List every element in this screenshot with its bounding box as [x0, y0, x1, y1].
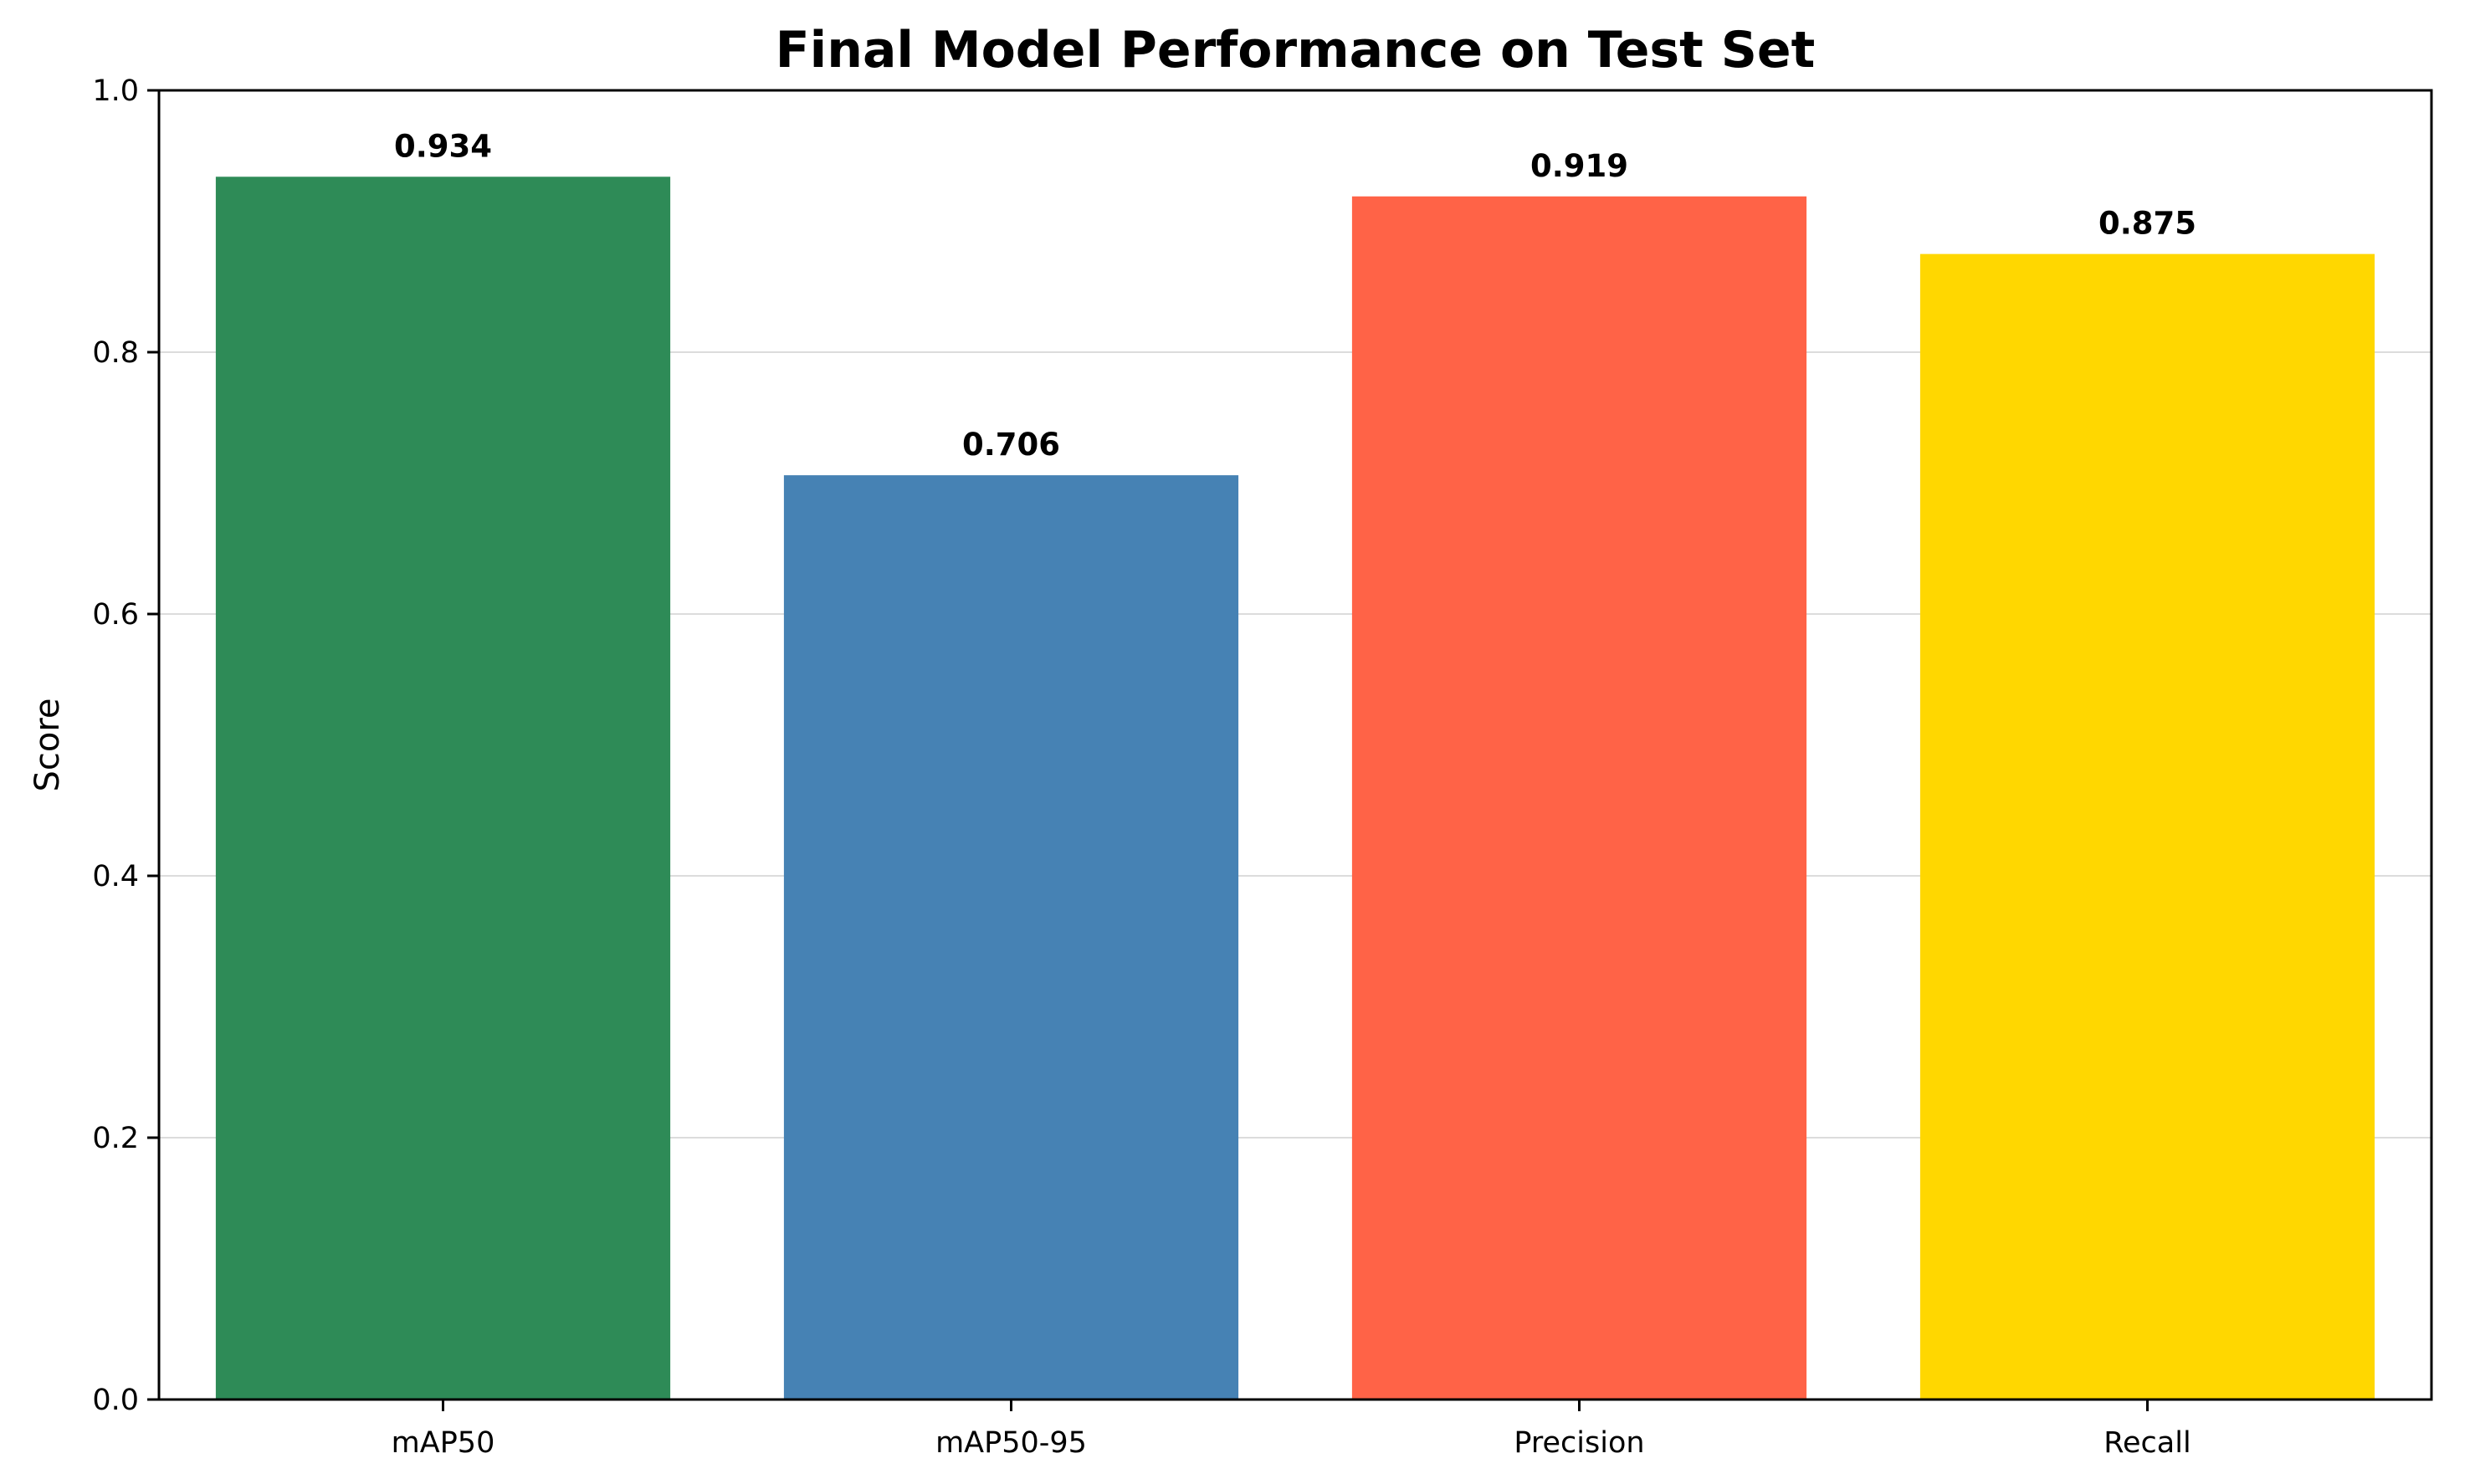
- value-labels: 0.934 0.706 0.919 0.875: [394, 128, 2196, 463]
- x-tick-label: Precision: [1514, 1426, 1644, 1460]
- bar-map50: [215, 177, 671, 1400]
- bar-value-label: 0.934: [394, 128, 492, 164]
- y-tick-label: 1.0: [92, 74, 139, 108]
- y-tick-label: 0.2: [92, 1122, 139, 1155]
- bar-value-label: 0.706: [962, 427, 1060, 463]
- plot-area-frame: [157, 89, 2433, 1401]
- x-tick-label: mAP50-95: [935, 1426, 1087, 1460]
- x-tick-label: Recall: [2103, 1426, 2190, 1460]
- y-axis-label: Score: [28, 698, 67, 791]
- bar-recall: [1919, 253, 2375, 1400]
- y-axis-ticks: 0.0 0.2 0.4 0.6 0.8 1.0: [92, 74, 159, 1417]
- y-tick-label: 0.0: [92, 1384, 139, 1417]
- bar-value-label: 0.919: [1530, 148, 1628, 184]
- x-axis-ticks: mAP50 mAP50-95 Precision Recall: [392, 1400, 2191, 1460]
- y-tick-label: 0.6: [92, 598, 139, 632]
- bar-map50-95: [783, 475, 1239, 1400]
- y-tick-label: 0.8: [92, 336, 139, 370]
- y-tick-label: 0.4: [92, 860, 139, 893]
- bar-precision: [1351, 196, 1807, 1400]
- bars: [215, 177, 2375, 1400]
- chart-title: Final Model Performance on Test Set: [776, 21, 1816, 79]
- bar-value-label: 0.875: [2098, 206, 2196, 242]
- x-tick-label: mAP50: [392, 1426, 495, 1460]
